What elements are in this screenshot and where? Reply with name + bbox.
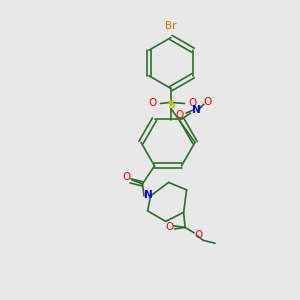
Text: O: O <box>148 98 156 109</box>
Text: N: N <box>144 190 153 200</box>
Text: O: O <box>189 98 197 109</box>
Text: S: S <box>167 100 175 110</box>
Text: Br: Br <box>165 21 177 32</box>
Text: O: O <box>194 230 202 240</box>
Text: O: O <box>123 172 131 182</box>
Text: +: + <box>196 105 202 111</box>
Text: O: O <box>204 97 212 107</box>
Text: O: O <box>165 222 174 233</box>
Text: N: N <box>192 105 201 115</box>
Text: -: - <box>181 113 184 122</box>
Text: O: O <box>176 110 184 120</box>
